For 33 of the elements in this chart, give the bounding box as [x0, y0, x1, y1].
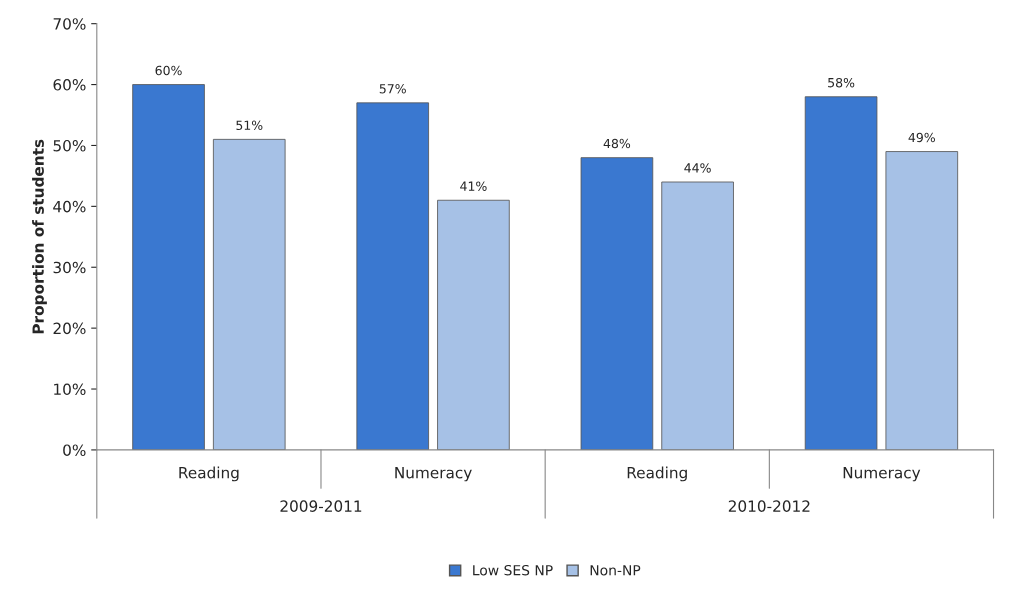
- legend-label: Low SES NP: [473, 564, 553, 576]
- text: 51%: [236, 120, 263, 131]
- bar: [580, 157, 654, 450]
- x-tick-label: Numeracy: [843, 467, 921, 482]
- x-tick-label: Reading: [179, 466, 239, 482]
- text: 2010-2012: [728, 500, 810, 512]
- y-tick-label: 60%: [53, 79, 86, 91]
- text: 58%: [828, 77, 855, 88]
- text: 57%: [379, 84, 406, 94]
- y-tick-label: 50%: [53, 139, 86, 152]
- text: 2009-2011: [280, 500, 362, 512]
- y-tick-label: 40%: [53, 200, 86, 213]
- y-tick-label: 10%: [54, 383, 86, 396]
- text: 49%: [908, 132, 935, 143]
- y-tick-label: 0%: [63, 444, 86, 456]
- y-tick-label: 20%: [53, 322, 86, 335]
- x-tick-label: Numeracy: [395, 467, 472, 482]
- text: 41%: [460, 181, 487, 191]
- y-axis-title: Proportion of students: [32, 139, 47, 334]
- bar: [804, 96, 878, 450]
- bar: [885, 151, 959, 450]
- text: 60%: [155, 65, 182, 76]
- bar: [661, 181, 734, 450]
- text: 48%: [603, 138, 631, 149]
- legend-label: Non-NP: [590, 565, 641, 576]
- y-tick-label: 70%: [53, 18, 86, 30]
- text: 44%: [684, 163, 711, 173]
- bar: [356, 102, 430, 450]
- x-tick-label: Reading: [627, 466, 687, 482]
- bar: [437, 199, 510, 450]
- bar: [132, 84, 205, 450]
- bar: [212, 138, 286, 450]
- y-tick-label: 30%: [53, 261, 86, 274]
